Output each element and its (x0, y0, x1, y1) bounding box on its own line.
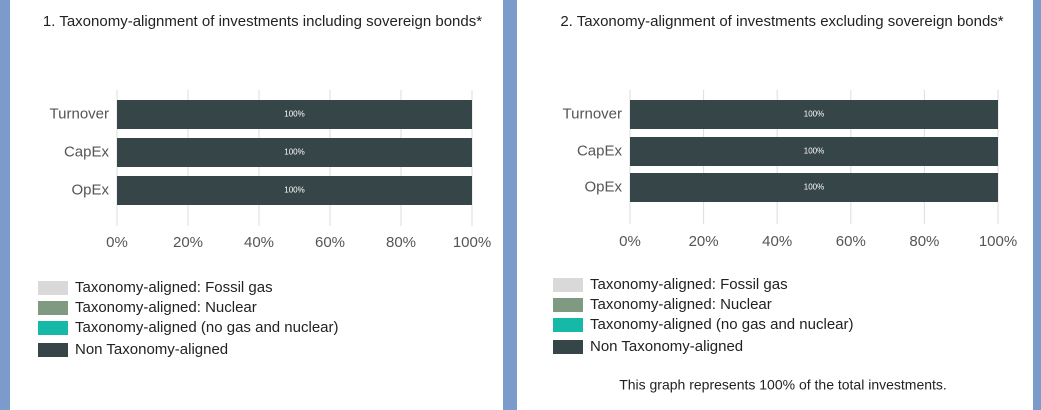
x-tick-label: 0% (619, 233, 641, 250)
chart: 0% 20% 40% 60% 80% 100% Turnover 100% CapEx 100% O… (553, 90, 1017, 393)
bar-segment (117, 100, 472, 129)
legend-swatch (38, 301, 68, 315)
x-tick-label: 80% (386, 234, 416, 251)
y-tick-label: Turnover (50, 105, 109, 122)
x-tick-label: 40% (762, 233, 792, 250)
data-label: 100% (284, 186, 304, 195)
chart-title: 1. Taxonomy-alignment of investments inc… (42, 13, 483, 30)
bar-segment (117, 176, 472, 205)
data-label: 100% (804, 147, 824, 156)
chart: 0% 20% 40% 60% 80% 100% Turnover 100% CapEx 100% O… (38, 90, 491, 358)
data-label: 100% (804, 110, 824, 119)
x-tick-label: 80% (909, 233, 939, 250)
x-tick-label: 20% (173, 234, 203, 251)
bar-segment (630, 137, 998, 166)
y-tick-label: CapEx (577, 142, 623, 159)
y-tick-label: Turnover (563, 105, 622, 122)
chart-panel: 2. Taxonomy-alignment of investments exc… (517, 0, 1033, 410)
legend-swatch (553, 340, 583, 354)
legend-swatch (38, 343, 68, 357)
bar-segment (630, 173, 998, 202)
bar-segment (117, 138, 472, 167)
x-tick-label: 0% (106, 234, 128, 251)
data-label: 100% (804, 183, 824, 192)
legend-label: Taxonomy-aligned: Nuclear (590, 296, 772, 313)
y-tick-label: CapEx (64, 143, 110, 160)
y-tick-label: OpEx (71, 181, 109, 198)
x-tick-label: 100% (453, 234, 491, 251)
chart-title: 2. Taxonomy-alignment of investments exc… (560, 13, 1004, 30)
x-tick-label: 40% (244, 234, 274, 251)
legend-swatch (553, 278, 583, 292)
data-label: 100% (284, 110, 304, 119)
legend-label: Taxonomy-aligned: Fossil gas (590, 276, 788, 293)
legend-swatch (38, 281, 68, 295)
legend-label: Taxonomy-aligned (no gas and nuclear) (590, 316, 854, 333)
legend-label: Non Taxonomy-aligned (75, 341, 228, 358)
x-tick-label: 60% (836, 233, 866, 250)
y-tick-label: OpEx (584, 178, 622, 195)
legend-label: Taxonomy-aligned: Nuclear (75, 299, 257, 316)
x-tick-label: 60% (315, 234, 345, 251)
legend-label: Non Taxonomy-aligned (590, 338, 743, 355)
x-tick-label: 100% (979, 233, 1017, 250)
legend-swatch (553, 318, 583, 332)
data-label: 100% (284, 148, 304, 157)
bar-segment (630, 100, 998, 129)
chart-panel: 1. Taxonomy-alignment of investments inc… (10, 0, 503, 410)
legend-label: Taxonomy-aligned (no gas and nuclear) (75, 319, 339, 336)
x-tick-label: 20% (689, 233, 719, 250)
legend-label: Taxonomy-aligned: Fossil gas (75, 279, 273, 296)
annotation: This graph represents 100% of the total … (619, 377, 947, 393)
legend-swatch (553, 298, 583, 312)
legend-swatch (38, 321, 68, 335)
